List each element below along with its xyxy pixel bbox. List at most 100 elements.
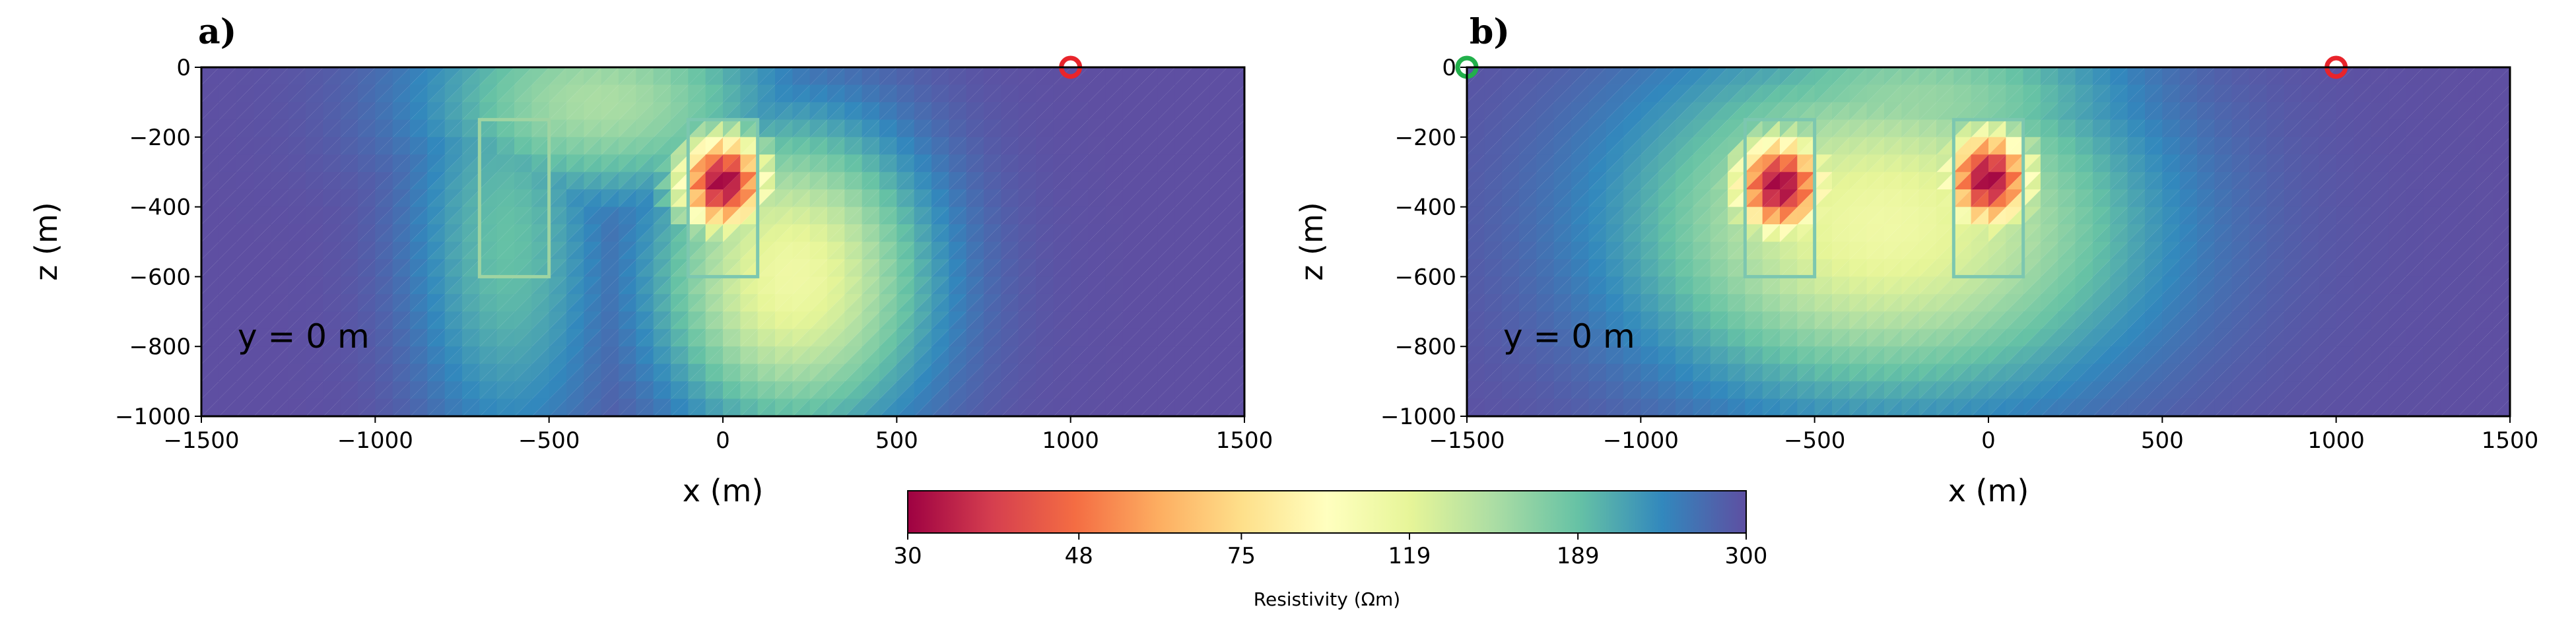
mesh-cell [1693, 329, 1711, 347]
mesh-cell [1001, 276, 1019, 295]
mesh-cell [462, 276, 480, 295]
mesh-cell [2406, 137, 2423, 155]
mesh-cell [2336, 119, 2354, 138]
mesh-cell [2388, 137, 2406, 155]
mesh-cell [201, 381, 219, 400]
mesh-cell [1953, 137, 1972, 155]
mesh-cell [1710, 154, 1728, 173]
mesh-cell [2336, 206, 2354, 225]
mesh-cell [2231, 259, 2250, 277]
mesh-cell [1797, 381, 1815, 400]
mesh-cell [479, 329, 498, 347]
mesh-cell [1988, 329, 2006, 347]
mesh-cell [1192, 241, 1210, 260]
mesh-cell [1571, 294, 1589, 312]
mesh-cell [2075, 346, 2093, 365]
mesh-cell [1519, 189, 1537, 208]
mesh-cell [1884, 398, 1902, 417]
mesh-cell [358, 276, 376, 295]
mesh-cell [879, 84, 897, 103]
mesh-cell [1936, 398, 1954, 417]
mesh-cell [340, 329, 358, 347]
mesh-cell [236, 172, 254, 190]
mesh-cell [1088, 276, 1106, 295]
mesh-cell [1832, 189, 1850, 208]
mesh-cell [2319, 294, 2337, 312]
mesh-cell [2075, 276, 2093, 295]
mesh-cell [2354, 276, 2371, 295]
mesh-cell [2371, 206, 2389, 225]
mesh-cell [1105, 311, 1124, 330]
mesh-cell [705, 137, 724, 155]
mesh-cell [671, 189, 689, 208]
mesh-cell [2127, 206, 2146, 225]
mesh-cell [375, 172, 393, 190]
mesh-cell [1606, 67, 1624, 86]
mesh-cell [1070, 259, 1089, 277]
mesh-cell [410, 137, 428, 155]
mesh-cell [1936, 311, 1954, 330]
mesh-cell [636, 363, 654, 382]
mesh-cell [444, 224, 463, 243]
mesh-cell [201, 329, 219, 347]
mesh-cell [1553, 259, 1572, 277]
mesh-cell [2284, 276, 2302, 295]
mesh-cell [740, 276, 759, 295]
mesh-cell [2336, 398, 2354, 417]
mesh-cell [1728, 119, 1746, 138]
mesh-cell [1227, 102, 1245, 120]
mesh-cell [2266, 346, 2285, 365]
mesh-cell [1918, 363, 1937, 382]
mesh-cell [1641, 224, 1659, 243]
mesh-cell [2301, 84, 2319, 103]
mesh-cell [1849, 84, 1868, 103]
mesh-cell [514, 137, 532, 155]
mesh-cell [1606, 294, 1624, 312]
mesh-cell [1536, 189, 1555, 208]
mesh-cell [1571, 346, 1589, 365]
mesh-cell [879, 276, 897, 295]
mesh-cell [271, 241, 289, 260]
mesh-cell [254, 224, 271, 243]
mesh-cell [1088, 241, 1106, 260]
mesh-cell [254, 329, 271, 347]
mesh-cell [1676, 119, 1693, 138]
mesh-cell [1227, 346, 1245, 365]
mesh-cell [306, 381, 323, 400]
mesh-cell [1122, 311, 1141, 330]
mesh-cell [392, 329, 411, 347]
mesh-cell [2006, 154, 2024, 173]
mesh-cell [1971, 137, 1989, 155]
mesh-cell [2423, 137, 2441, 155]
mesh-cell [2388, 67, 2406, 86]
mesh-cell [2127, 276, 2146, 295]
mesh-cell [2110, 398, 2128, 417]
mesh-cell [1745, 206, 1763, 225]
mesh-cell [1745, 67, 1763, 86]
mesh-cell [2110, 294, 2128, 312]
mesh-cell [984, 224, 1001, 243]
mesh-cell [358, 84, 376, 103]
mesh-cell [392, 67, 411, 86]
mesh-cell [1036, 189, 1054, 208]
mesh-cell [740, 67, 759, 86]
mesh-cell [1519, 206, 1537, 225]
mesh-cell [566, 189, 584, 208]
mesh-cell [1745, 67, 1763, 86]
mesh-cell [636, 241, 654, 260]
mesh-cell [1088, 363, 1106, 382]
mesh-cell [1501, 67, 1520, 86]
mesh-cell [1227, 259, 1245, 277]
mesh-cell [2110, 276, 2128, 295]
mesh-cell [444, 206, 463, 225]
mesh-cell [1953, 172, 1972, 190]
mesh-cell [653, 67, 671, 86]
mesh-cell [1484, 102, 1503, 120]
mesh-cell [1519, 224, 1537, 243]
mesh-cell [653, 241, 671, 260]
mesh-cell [949, 102, 967, 120]
mesh-cell [2266, 189, 2285, 208]
mesh-cell [671, 276, 689, 295]
mesh-cell [1001, 311, 1019, 330]
mesh-cell [740, 102, 759, 120]
